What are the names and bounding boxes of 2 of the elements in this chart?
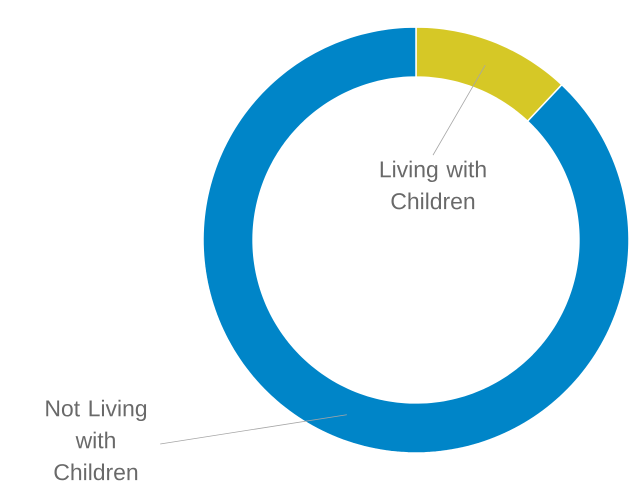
- slice-label: Not Living with Children: [46, 400, 146, 480]
- slice-label: Living with Children: [380, 160, 486, 210]
